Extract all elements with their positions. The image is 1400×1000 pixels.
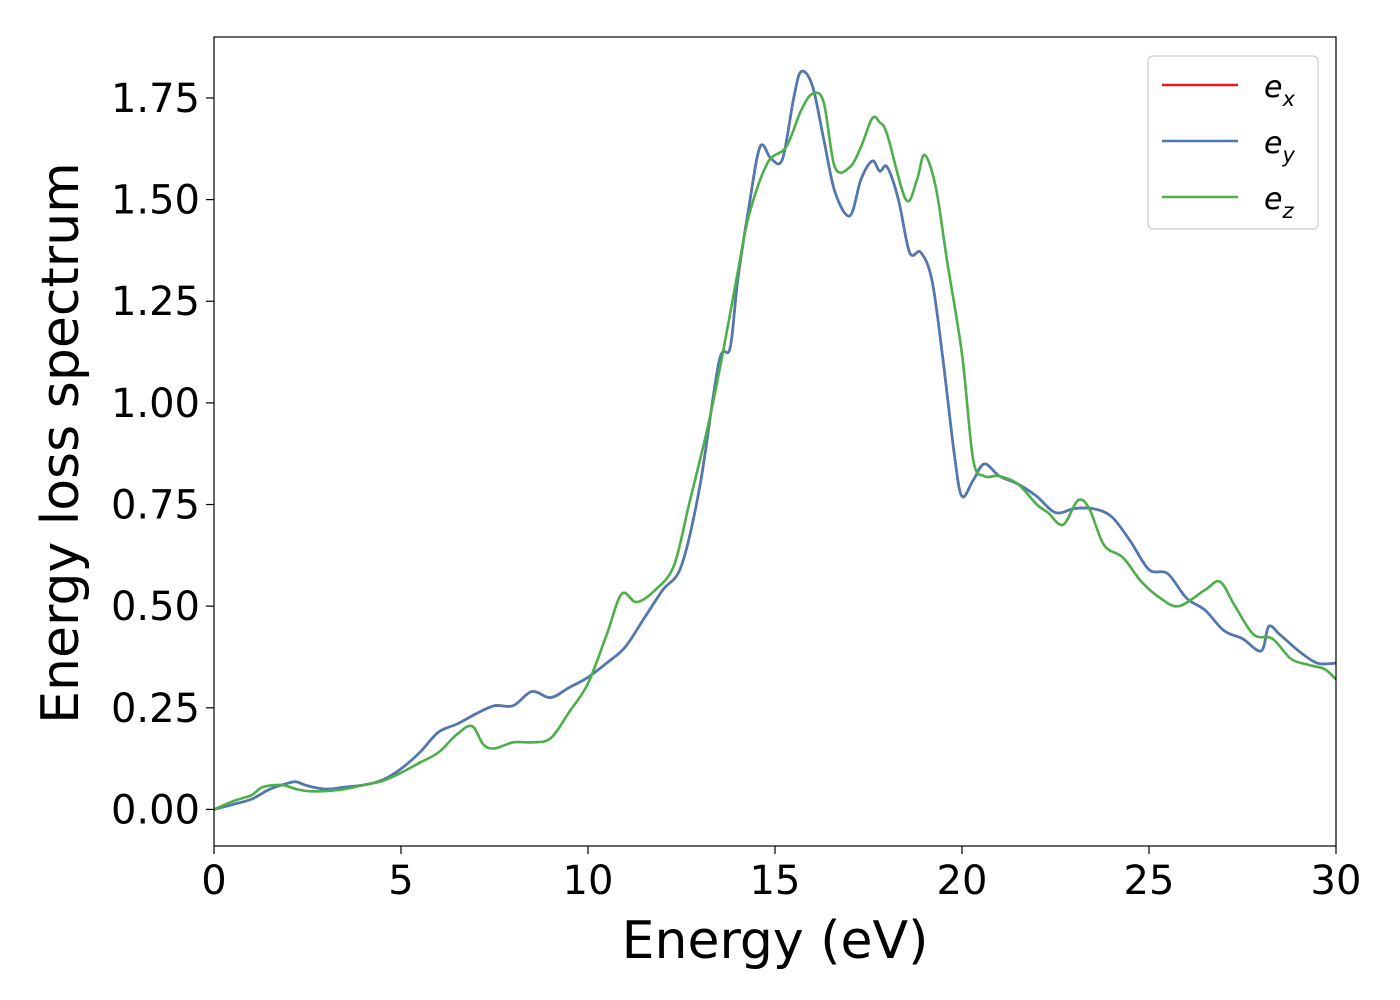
- y-tick-label: 0.00: [111, 787, 200, 833]
- x-tick-label: 30: [1311, 858, 1362, 904]
- x-axis-title: Energy (eV): [622, 911, 929, 971]
- legend-box: [1147, 55, 1319, 230]
- plot-area: [213, 36, 1337, 847]
- y-tick-label: 1.00: [111, 381, 200, 427]
- x-tick-label: 0: [201, 858, 226, 904]
- y-tick-label: 1.50: [111, 178, 200, 224]
- y-tick-label: 0.25: [111, 686, 200, 732]
- y-tick-label: 0.50: [111, 584, 200, 630]
- x-tick-label: 5: [388, 858, 413, 904]
- x-tick-label: 10: [563, 858, 614, 904]
- series-line-e-y: [214, 69, 1336, 811]
- x-tick-label: 25: [1124, 858, 1175, 904]
- x-axis-ticks: 0 5 10 15 20 25 30: [201, 846, 1361, 904]
- y-axis-title: Energy loss spectrum: [31, 162, 91, 724]
- y-tick-label: 0.75: [111, 483, 200, 529]
- y-axis-ticks: 0.00 0.25 0.50 0.75 1.00 1.25 1.50 1.75: [111, 76, 214, 833]
- y-tick-label: 1.75: [111, 76, 200, 122]
- series-line-e-z: [214, 91, 1336, 811]
- x-tick-label: 15: [750, 858, 801, 904]
- x-tick-label: 20: [937, 858, 988, 904]
- series-lines: [214, 69, 1336, 811]
- y-tick-label: 1.25: [111, 279, 200, 325]
